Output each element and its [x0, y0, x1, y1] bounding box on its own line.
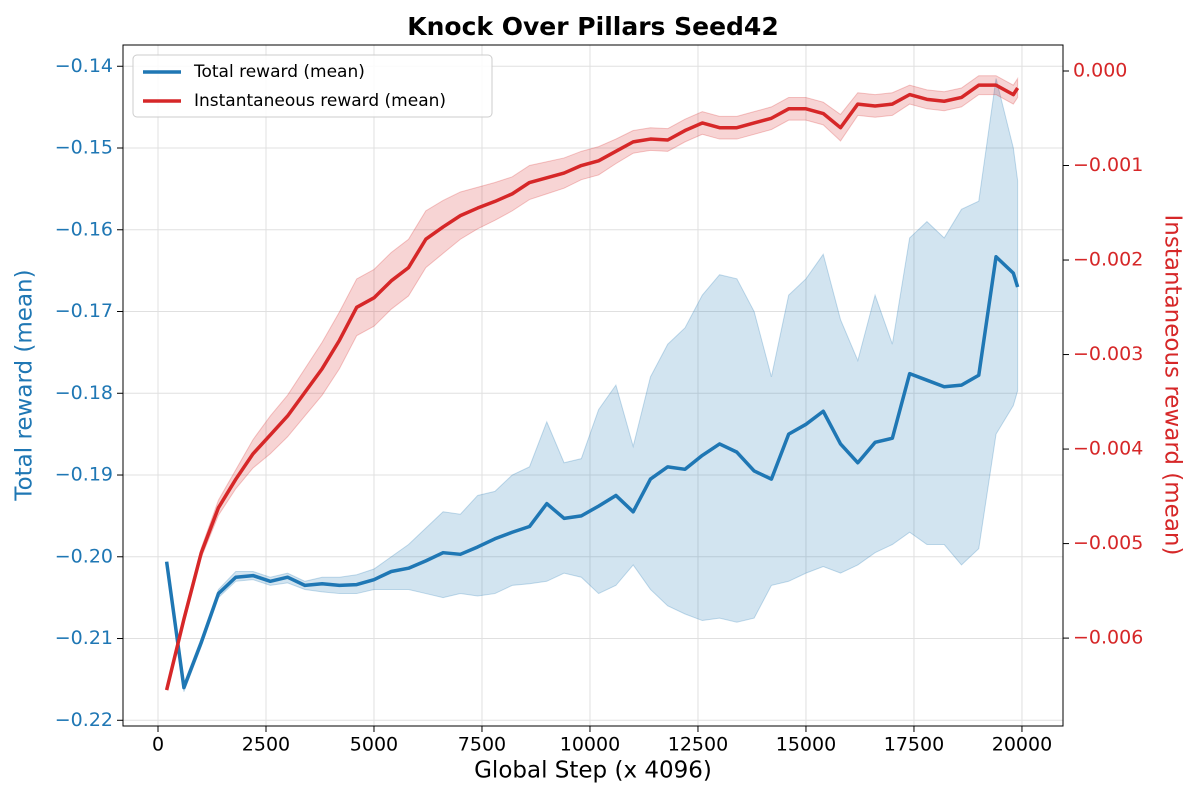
x-tick-label: 12500: [668, 734, 728, 756]
line: [164, 83, 1020, 691]
x-tick-label: 2500: [242, 734, 290, 756]
legend-box: [132, 54, 493, 118]
y-tick-label: −0.15: [55, 137, 113, 159]
legend-label: Total reward (mean): [193, 62, 365, 82]
y-axis-label: Total reward (mean): [12, 269, 38, 501]
x-tick-label: 0: [152, 734, 164, 756]
x-tick-label: 10000: [560, 734, 620, 756]
y2-tick-label: −0.004: [1073, 438, 1143, 460]
plot-frame: [122, 44, 1064, 727]
legend-label: Instantaneous reward (mean): [194, 91, 446, 111]
y-tick-label: −0.20: [55, 545, 113, 567]
y-tick-label: −0.22: [55, 709, 113, 731]
line: [164, 254, 1020, 690]
y2-tick-label: −0.003: [1073, 343, 1143, 365]
x-tick-label: 15000: [776, 734, 836, 756]
y2-tick-label: −0.002: [1073, 249, 1143, 271]
y-tick-label: −0.17: [55, 300, 113, 322]
y-tick-label: −0.21: [55, 627, 113, 649]
y2-axis-label: Instantaneous reward (mean): [1160, 215, 1186, 556]
x-tick-label: 17500: [884, 734, 944, 756]
x-tick-label: 5000: [350, 734, 398, 756]
y2-tick-label: 0.000: [1073, 59, 1127, 81]
y-tick-label: −0.19: [55, 464, 113, 486]
x-tick-label: 20000: [992, 734, 1052, 756]
y2-tick-label: −0.005: [1073, 532, 1143, 554]
y2-tick-label: −0.001: [1073, 154, 1143, 176]
x-axis-label: Global Step (x 4096): [474, 758, 712, 784]
y-tick-label: −0.18: [55, 382, 113, 404]
y-tick-label: −0.16: [55, 218, 113, 240]
y2-tick-label: −0.006: [1073, 627, 1143, 649]
chart-title: Knock Over Pillars Seed42: [407, 12, 778, 41]
x-tick-label: 7500: [458, 734, 506, 756]
y-tick-label: −0.14: [55, 55, 113, 77]
